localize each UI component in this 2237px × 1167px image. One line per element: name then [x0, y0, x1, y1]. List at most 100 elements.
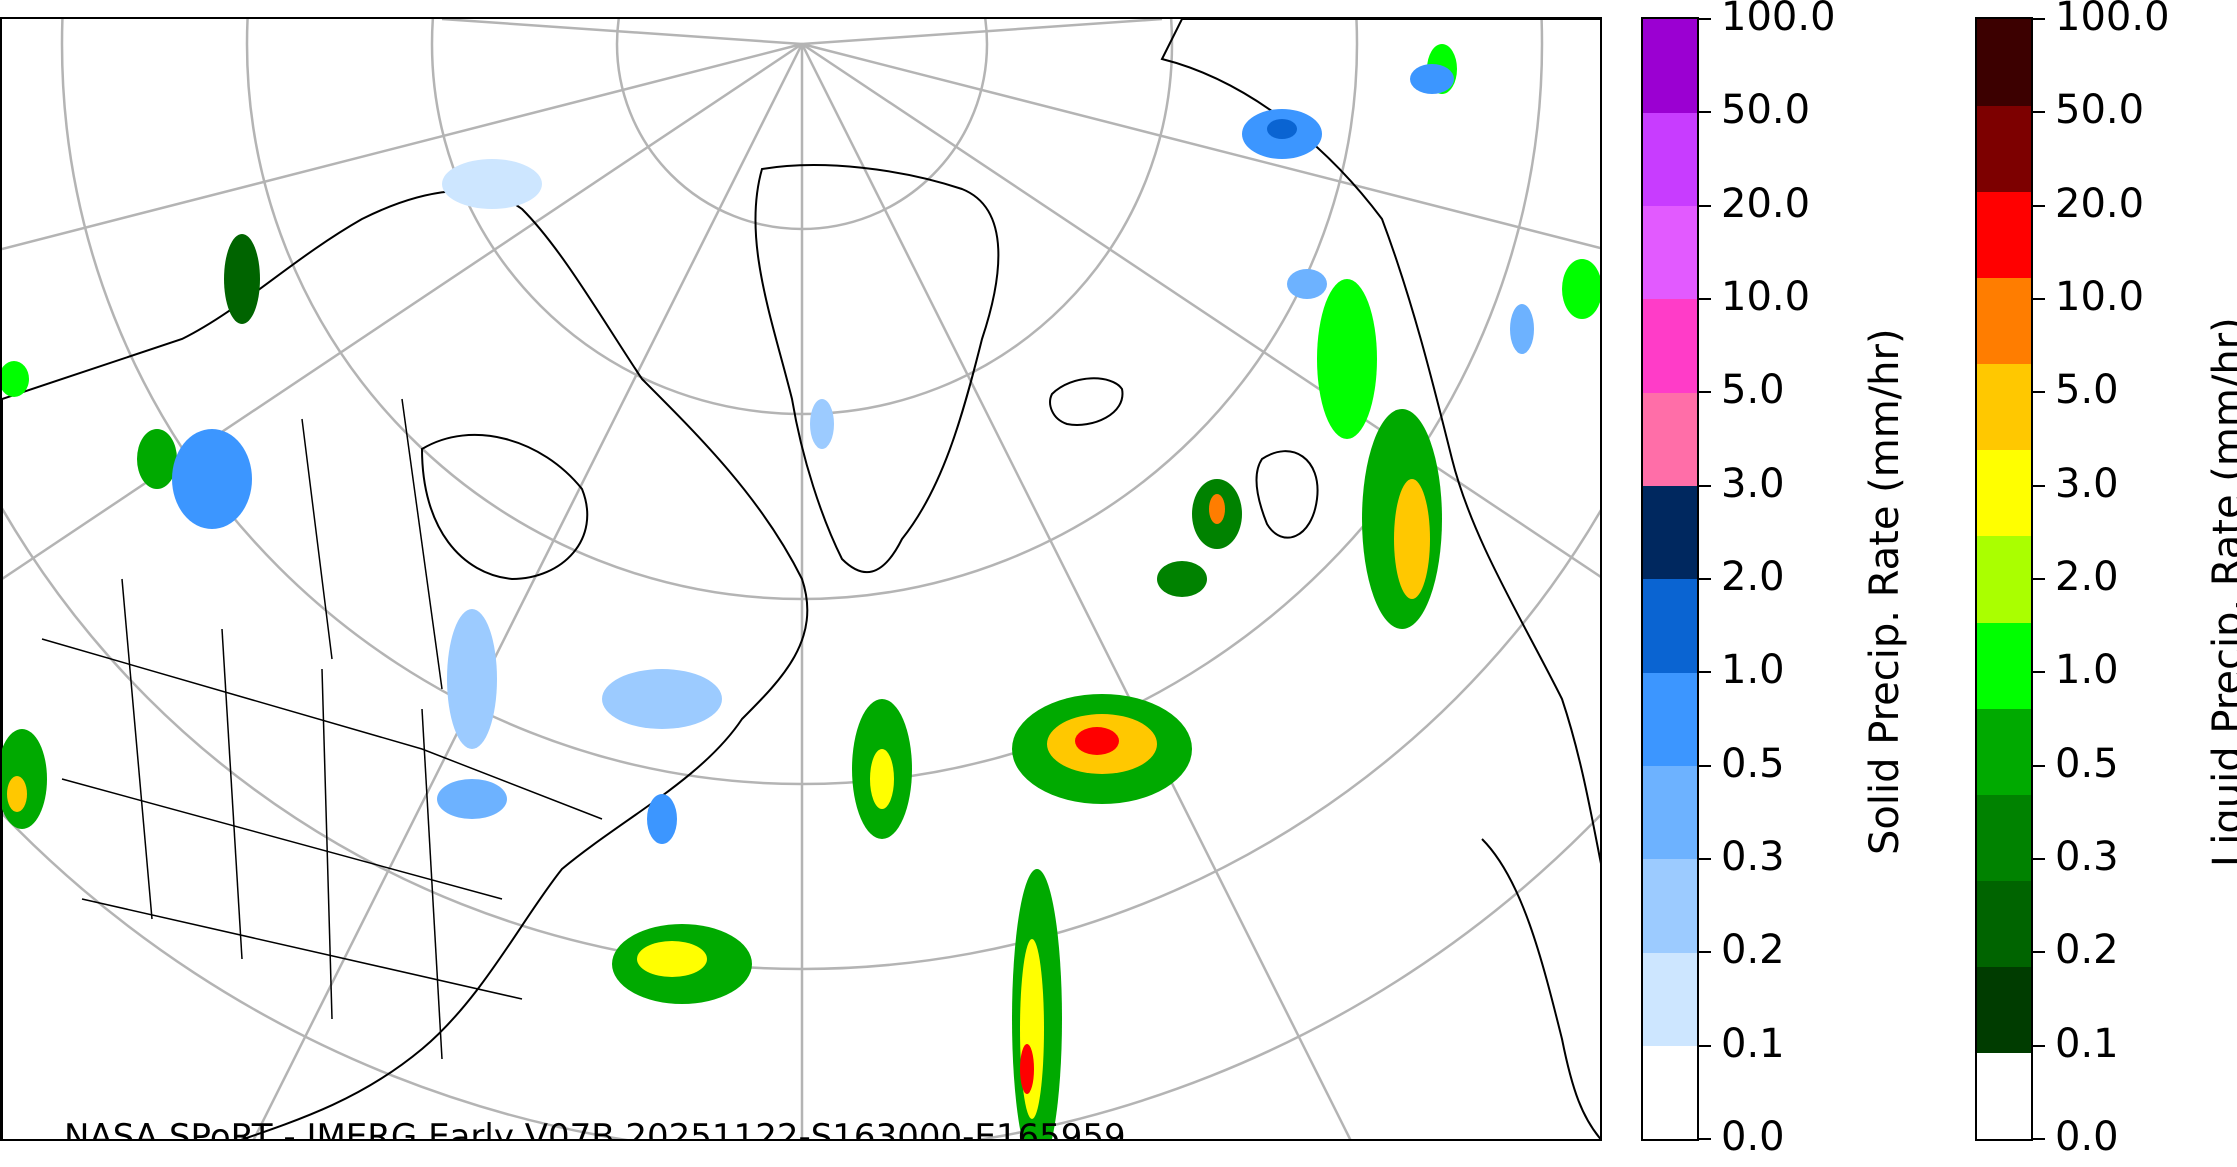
solid-precip-area — [810, 399, 834, 449]
liquid-colorbar-tick-label: 1.0 — [2055, 647, 2119, 694]
solid-precip-axis-label: Solid Precip. Rate (mm/hr) — [1862, 328, 1908, 855]
solid-precip-colorbar — [1641, 17, 1699, 1141]
liquid-precip-area — [2, 729, 47, 829]
solid-colorbar-tick-label: 50.0 — [1721, 87, 1811, 134]
solid-colorbar-tick-label: 100.0 — [1721, 0, 1836, 40]
solid-colorbar-tick-label: 20.0 — [1721, 180, 1811, 227]
solid-colorbar-tick — [1699, 1044, 1711, 1047]
liquid-precip-area — [2, 361, 29, 397]
liquid-precip-area — [1562, 259, 1600, 319]
liquid-colorbar-tick — [2033, 858, 2045, 860]
solid-colorbar-segment — [1643, 859, 1697, 953]
solid-colorbar-segment — [1643, 205, 1697, 300]
solid-colorbar-tick — [1699, 671, 1711, 674]
liquid-colorbar-tick-label: 0.1 — [2055, 1020, 2119, 1067]
solid-precip-area — [1410, 64, 1454, 94]
liquid-colorbar-tick — [2033, 391, 2045, 394]
solid-precip-area — [1287, 269, 1327, 299]
solid-precip-area — [172, 429, 252, 529]
liquid-precip-area — [137, 429, 177, 489]
liquid-colorbar-tick — [2033, 951, 2045, 954]
solid-precip-area — [442, 159, 542, 209]
liquid-colorbar-segment — [1977, 105, 2031, 192]
coastlines — [2, 19, 1600, 1139]
solid-precip-area — [437, 779, 507, 819]
liquid-colorbar-segment — [1977, 1052, 2031, 1140]
solid-colorbar-segment — [1643, 112, 1697, 207]
liquid-colorbar-tick — [2033, 204, 2045, 207]
solid-colorbar-tick-label: 10.0 — [1721, 274, 1811, 320]
political-borders — [41, 398, 603, 1060]
solid-colorbar-tick — [1699, 764, 1711, 767]
precip-map — [2, 19, 1600, 1139]
solid-colorbar-tick — [1699, 858, 1711, 860]
liquid-colorbar-tick — [2033, 111, 2045, 114]
solid-colorbar-segment — [1643, 579, 1697, 673]
meridian-line — [2, 42, 803, 581]
graticule — [2, 19, 1600, 1139]
solid-colorbar-tick — [1699, 1138, 1711, 1140]
liquid-colorbar-segment — [1977, 19, 2031, 106]
meridian-line — [252, 43, 804, 1139]
north-america-outline — [2, 189, 809, 1139]
liquid-precip-area — [1157, 561, 1207, 597]
solid-colorbar-tick-label: 0.0 — [1721, 1114, 1785, 1160]
solid-colorbar-tick-label: 1.0 — [1721, 647, 1785, 694]
liquid-colorbar-tick — [2033, 764, 2045, 767]
africa-outline — [1481, 838, 1600, 1139]
hudson-bay-outline — [420, 434, 589, 581]
solid-precip-area — [602, 669, 722, 729]
solid-colorbar-segment — [1643, 765, 1697, 860]
liquid-precip-colorbar — [1975, 17, 2033, 1141]
liquid-colorbar-tick-label: 0.0 — [2055, 1114, 2119, 1160]
liquid-precip-area — [1317, 279, 1377, 439]
liquid-precip-area — [1020, 939, 1044, 1119]
solid-colorbar-tick — [1699, 18, 1711, 20]
liquid-colorbar-tick-label: 0.3 — [2055, 834, 2119, 880]
liquid-colorbar-tick — [2033, 578, 2045, 580]
solid-colorbar-tick — [1699, 111, 1711, 114]
solid-colorbar-tick — [1699, 204, 1711, 207]
solid-colorbar-tick — [1699, 484, 1711, 487]
solid-colorbar-tick-label: 2.0 — [1721, 554, 1785, 600]
liquid-colorbar-tick — [2033, 18, 2045, 20]
liquid-colorbar-segment — [1977, 363, 2031, 451]
meridian-line — [441, 19, 803, 46]
liquid-precip-area — [1209, 494, 1225, 524]
solid-colorbar-segment — [1643, 672, 1697, 767]
liquid-colorbar-tick-label: 5.0 — [2055, 367, 2119, 414]
liquid-precip-areas — [2, 44, 1600, 1139]
solid-colorbar-segment — [1643, 485, 1697, 580]
liquid-colorbar-tick-label: 3.0 — [2055, 460, 2119, 507]
liquid-colorbar-segment — [1977, 191, 2031, 278]
liquid-precip-axis-label: Liquid Precip. Rate (mm/hr) — [2205, 317, 2237, 867]
solid-colorbar-tick-label: 0.3 — [1721, 834, 1785, 880]
liquid-colorbar-tick — [2033, 1138, 2045, 1140]
liquid-colorbar-segment — [1977, 966, 2031, 1054]
liquid-precip-area — [224, 234, 260, 324]
solid-colorbar-tick-label: 0.2 — [1721, 927, 1785, 974]
liquid-colorbar-tick-label: 2.0 — [2055, 554, 2119, 600]
solid-colorbar-segment — [1643, 952, 1697, 1047]
liquid-colorbar-tick-label: 0.2 — [2055, 927, 2119, 974]
british-isles-outline — [1255, 450, 1319, 539]
liquid-precip-area — [1394, 479, 1430, 599]
liquid-colorbar-tick-label: 50.0 — [2055, 87, 2145, 134]
meridian-line — [801, 42, 1600, 250]
liquid-precip-area — [1020, 1044, 1034, 1094]
liquid-precip-area — [7, 776, 27, 812]
liquid-colorbar-segment — [1977, 449, 2031, 537]
solid-precip-area — [647, 794, 677, 844]
solid-colorbar-tick — [1699, 391, 1711, 394]
solid-precip-area — [1267, 119, 1297, 139]
liquid-colorbar-tick — [2033, 671, 2045, 674]
solid-colorbar-tick — [1699, 578, 1711, 580]
meridian-line — [800, 43, 1352, 1139]
iceland-outline — [1049, 377, 1124, 426]
liquid-colorbar-segment — [1977, 622, 2031, 709]
liquid-colorbar-tick — [2033, 298, 2045, 300]
solid-colorbar-tick-label: 5.0 — [1721, 367, 1785, 414]
solid-colorbar-tick-label: 0.1 — [1721, 1020, 1785, 1067]
liquid-colorbar-segment — [1977, 535, 2031, 623]
solid-colorbar-segment — [1643, 1045, 1697, 1140]
